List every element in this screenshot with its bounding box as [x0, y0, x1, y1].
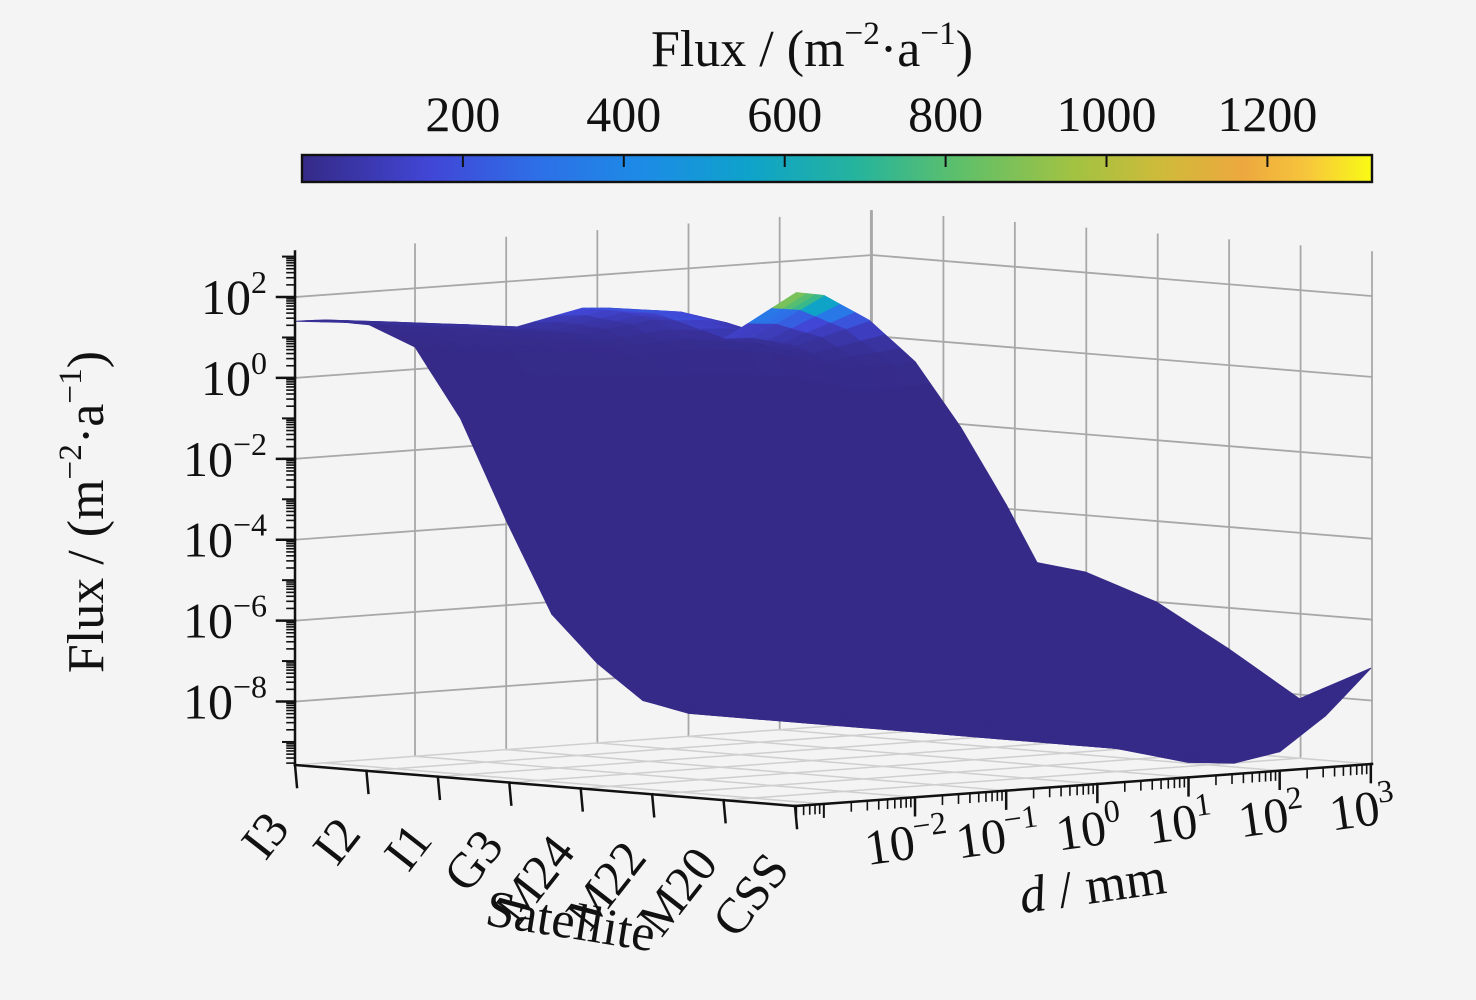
colorbar-tick-label: 800 — [908, 86, 983, 142]
wall-grid-z-left — [294, 254, 873, 298]
floor-grid-line-d — [414, 755, 916, 799]
colorbar-tick-label: 200 — [425, 86, 500, 142]
floor-grid-line-d — [596, 742, 1099, 785]
floor-grid-line-sat — [294, 722, 873, 766]
y-tick-label: I1 — [373, 813, 443, 880]
y-tick — [579, 787, 585, 812]
x-tick-label: 101 — [1143, 785, 1217, 855]
y-tick-label: I2 — [301, 807, 371, 874]
z-tick-label: 10−6 — [183, 588, 267, 649]
x-tick-label: 10−1 — [952, 797, 1044, 869]
x-tick-label: 102 — [1234, 779, 1308, 849]
floor-grid-line-sat — [437, 733, 1016, 778]
colorbar-bar — [300, 153, 1374, 184]
y-tick — [793, 804, 799, 830]
colorbar-tick-label: 600 — [747, 86, 822, 142]
floor-grid-line-sat — [651, 751, 1230, 796]
colorbar-tick-label: 400 — [586, 86, 661, 142]
y-tick — [507, 781, 513, 806]
floor-grid-line-sat — [722, 757, 1302, 801]
y-tick-label: I3 — [230, 801, 300, 868]
z-axis-label: Flux / (m−2·a−1) — [52, 351, 115, 673]
floor-grid-line-d — [778, 728, 1281, 772]
colorbar-title: Flux / (m−2·a−1) — [651, 15, 973, 78]
y-axis-line — [293, 763, 797, 808]
floor-grid-line-sat — [508, 739, 1088, 784]
floor-grid-line-sat — [579, 745, 1159, 790]
y-tick — [722, 798, 727, 824]
x-axis: 10−2 10−1 100 101 102 103 — [793, 762, 1399, 876]
colorbar-tick-label: 1200 — [1217, 86, 1317, 142]
x-tick-label: 10−2 — [860, 804, 952, 876]
surface-patch — [772, 292, 807, 309]
z-tick-label: 10−2 — [183, 426, 267, 487]
floor-grid-line-d — [323, 762, 825, 805]
colorbar: 200 400 600 800 1000 1200 Flux / (m−2·a−1) — [300, 15, 1374, 184]
colorbar-tick-label: 1000 — [1057, 86, 1157, 142]
axes: 102 100 10−2 10−4 10−6 10−8 Flux / (m−2·a−1) I3… — [52, 250, 1399, 963]
y-tick-label: CSS — [701, 842, 800, 947]
x-tick-label: 103 — [1325, 772, 1399, 842]
wall-grid-z-right — [871, 334, 1373, 378]
x-axis-label: d / mm — [1016, 848, 1170, 925]
y-tick — [293, 763, 299, 789]
floor-grid-line-d — [505, 748, 1007, 792]
z-tick-label: 10−4 — [183, 507, 267, 568]
wall-grid-z-right — [871, 254, 1373, 298]
floor-grid-line-d — [687, 735, 1190, 779]
z-axis: 102 100 10−2 10−4 10−6 10−8 — [183, 250, 297, 767]
floor-grid-line-sat — [365, 728, 945, 772]
y-tick — [365, 769, 370, 795]
y-tick — [436, 775, 442, 801]
z-tick-label: 10−8 — [183, 669, 267, 730]
x-tick-label: 100 — [1052, 792, 1126, 862]
y-tick — [650, 792, 656, 818]
flux-surface — [296, 292, 1372, 764]
z-tick-label: 102 — [201, 264, 267, 325]
z-tick-label: 100 — [201, 345, 267, 406]
